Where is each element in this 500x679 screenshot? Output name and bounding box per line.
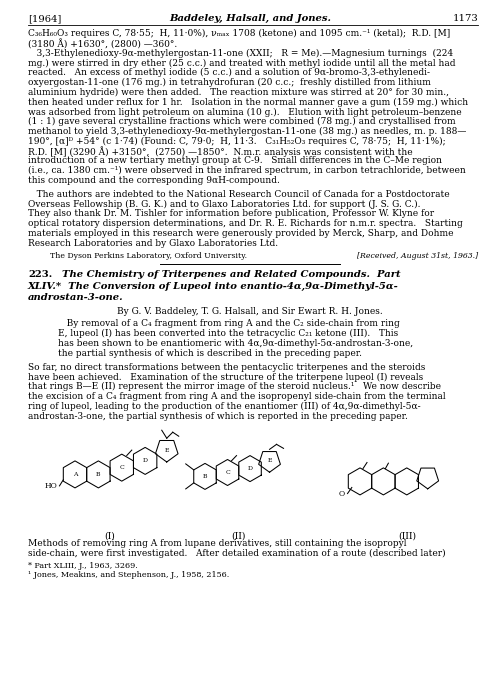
- Text: So far, no direct transformations between the pentacyclic triterpenes and the st: So far, no direct transformations betwee…: [28, 363, 425, 371]
- Text: Baddeley, Halsall, and Jones.: Baddeley, Halsall, and Jones.: [169, 14, 331, 23]
- Text: [Received, August 31st, 1963.]: [Received, August 31st, 1963.]: [357, 252, 478, 259]
- Text: The authors are indebted to the National Research Council of Canada for a Postdo: The authors are indebted to the National…: [28, 190, 450, 199]
- Text: [1964]: [1964]: [28, 14, 62, 23]
- Text: The Dyson Perkins Laboratory, Oxford University.: The Dyson Perkins Laboratory, Oxford Uni…: [50, 252, 247, 259]
- Text: * Part XLIII, J., 1963, 3269.: * Part XLIII, J., 1963, 3269.: [28, 562, 138, 570]
- Text: (III): (III): [398, 532, 416, 540]
- Text: the excision of a C₄ fragment from ring A and the isopropenyl side-chain from th: the excision of a C₄ fragment from ring …: [28, 392, 446, 401]
- Text: ring of lupeol, leading to the production of the enantiomer (III) of 4α,9α-dimet: ring of lupeol, leading to the productio…: [28, 402, 420, 411]
- Text: was adsorbed from light petroleum on alumina (10 g.).   Elution with light petro: was adsorbed from light petroleum on alu…: [28, 107, 462, 117]
- Text: C: C: [225, 470, 230, 475]
- Text: R.D. [M] (3290 Å) +3150°,  (2750) —1850°.  N.m.r. analysis was consistent with t: R.D. [M] (3290 Å) +3150°, (2750) —1850°.…: [28, 147, 412, 158]
- Text: methanol to yield 3,3-ethylenedioxy-9α-methylergostan-11-one (38 mg.) as needles: methanol to yield 3,3-ethylenedioxy-9α-m…: [28, 127, 466, 136]
- Text: D: D: [248, 466, 252, 471]
- Text: androstan-3-one.: androstan-3-one.: [28, 293, 124, 302]
- Text: B: B: [96, 472, 100, 477]
- Text: the partial synthesis of which is described in the preceding paper.: the partial synthesis of which is descri…: [58, 349, 362, 358]
- Text: (I): (I): [104, 532, 116, 540]
- Text: HO: HO: [44, 482, 58, 490]
- Text: optical rotatory dispersion determinations, and Dr. R. E. Richards for n.m.r. sp: optical rotatory dispersion determinatio…: [28, 219, 463, 228]
- Text: materials employed in this research were generously provided by Merck, Sharp, an: materials employed in this research were…: [28, 229, 454, 238]
- Text: E, lupeol (I) has been converted into the tetracyclic C₂₁ ketone (III).   This: E, lupeol (I) has been converted into th…: [58, 329, 398, 338]
- Text: Methods of removing ring A from lupane derivatives, still containing the isoprop: Methods of removing ring A from lupane d…: [28, 539, 406, 549]
- Text: By removal of a C₄ fragment from ring A and the C₂ side-chain from ring: By removal of a C₄ fragment from ring A …: [58, 319, 400, 329]
- Text: introduction of a new tertiary methyl group at C-9.   Small differences in the C: introduction of a new tertiary methyl gr…: [28, 156, 442, 166]
- Text: C₃₆H₆₀O₃ requires C, 78·55;  H, 11·0%), νₘₐₓ 1708 (ketone) and 1095 cm.⁻¹ (ketal: C₃₆H₆₀O₃ requires C, 78·55; H, 11·0%), ν…: [28, 29, 450, 38]
- Text: mg.) were stirred in dry ether (25 c.c.) and treated with methyl iodide until al: mg.) were stirred in dry ether (25 c.c.)…: [28, 58, 456, 67]
- Text: B: B: [203, 474, 207, 479]
- Text: 223.: 223.: [28, 270, 52, 279]
- Text: The Chemistry of Triterpenes and Related Compounds.  Part: The Chemistry of Triterpenes and Related…: [62, 270, 400, 279]
- Text: ¹ Jones, Meakins, and Stephenson, J., 1958, 2156.: ¹ Jones, Meakins, and Stephenson, J., 19…: [28, 571, 229, 579]
- Text: A: A: [73, 472, 77, 477]
- Text: have been achieved.   Examination of the structure of the triterpene lupeol (I) : have been achieved. Examination of the s…: [28, 372, 423, 382]
- Text: side-chain, were first investigated.   After detailed examination of a route (de: side-chain, were first investigated. Aft…: [28, 549, 446, 558]
- Text: C: C: [120, 465, 124, 470]
- Text: (II): (II): [232, 532, 246, 540]
- Text: androstan-3-one, the partial synthesis of which is reported in the preceding pap: androstan-3-one, the partial synthesis o…: [28, 411, 408, 420]
- Text: reacted.   An excess of methyl iodide (5 c.c.) and a solution of 9α-bromo-3,3-et: reacted. An excess of methyl iodide (5 c…: [28, 68, 430, 77]
- Text: E: E: [164, 447, 169, 453]
- Text: that rings B—E (II) represent the mirror image of the steroid nucleus.¹   We now: that rings B—E (II) represent the mirror…: [28, 382, 441, 391]
- Text: 1173: 1173: [452, 14, 478, 23]
- Text: 3,3-Ethylenedioxy-9α-methylergostan-11-one (XXII;   R = Me).—Magnesium turnings : 3,3-Ethylenedioxy-9α-methylergostan-11-o…: [28, 49, 453, 58]
- Text: this compound and the corresponding 9αH-compound.: this compound and the corresponding 9αH-…: [28, 176, 280, 185]
- Text: aluminium hydride) were then added.   The reaction mixture was stirred at 20° fo: aluminium hydride) were then added. The …: [28, 88, 449, 97]
- Text: O: O: [338, 490, 344, 498]
- Text: Overseas Fellowship (B. G. K.) and to Glaxo Laboratories Ltd. for support (J. S.: Overseas Fellowship (B. G. K.) and to Gl…: [28, 200, 420, 208]
- Text: (1 : 1) gave several crystalline fractions which were combined (78 mg.) and crys: (1 : 1) gave several crystalline fractio…: [28, 117, 456, 126]
- Text: (i.e., ca. 1380 cm.⁻¹) were observed in the infrared spectrum, in carbon tetrach: (i.e., ca. 1380 cm.⁻¹) were observed in …: [28, 166, 466, 175]
- Text: oxyergostan-11-one (176 mg.) in tetrahydrofuran (20 c.c.;  freshly distilled fro: oxyergostan-11-one (176 mg.) in tetrahyd…: [28, 78, 431, 87]
- Text: D: D: [142, 458, 148, 463]
- Text: then heated under reflux for 1 hr.   Isolation in the normal manner gave a gum (: then heated under reflux for 1 hr. Isola…: [28, 98, 468, 107]
- Text: They also thank Dr. M. Tishler for information before publication, Professor W. : They also thank Dr. M. Tishler for infor…: [28, 209, 434, 219]
- Text: (3180 Å) +1630°, (2800) —360°.: (3180 Å) +1630°, (2800) —360°.: [28, 39, 177, 49]
- Text: XLIV.*  The Conversion of Lupeol into enantio-4α,9α-Dimethyl-5α-: XLIV.* The Conversion of Lupeol into ena…: [28, 282, 399, 291]
- Text: E: E: [268, 458, 272, 463]
- Text: 190°, [α]ᴰ +54° (c 1·74) (Found: C, 79·0;  H, 11·3.   C₃₁H₅₂O₃ requires C, 78·75: 190°, [α]ᴰ +54° (c 1·74) (Found: C, 79·0…: [28, 136, 446, 146]
- Text: By G. V. Baddeley, T. G. Halsall, and Sir Ewart R. H. Jones.: By G. V. Baddeley, T. G. Halsall, and Si…: [117, 307, 383, 316]
- Text: has been shown to be enantiomeric with 4α,9α-dimethyl-5α-androstan-3-one,: has been shown to be enantiomeric with 4…: [58, 339, 413, 348]
- Text: Research Laboratories and by Glaxo Laboratories Ltd.: Research Laboratories and by Glaxo Labor…: [28, 239, 278, 248]
